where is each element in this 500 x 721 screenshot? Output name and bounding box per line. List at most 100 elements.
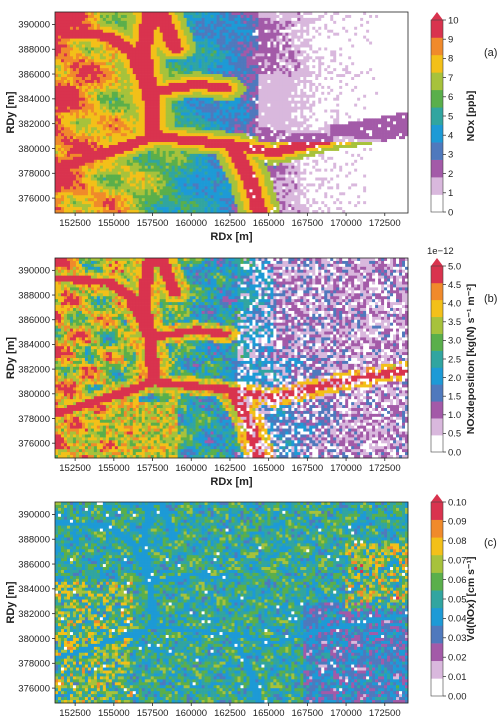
heatmap-cell — [258, 36, 261, 39]
heatmap-cell — [127, 45, 130, 48]
heatmap-cell — [276, 39, 279, 42]
heatmap-cell — [118, 45, 121, 48]
heatmap-cell — [154, 53, 157, 56]
heatmap-cell — [61, 47, 64, 50]
heatmap-cell — [109, 24, 112, 27]
heatmap-cell — [297, 21, 300, 24]
heatmap-cell — [390, 15, 393, 18]
heatmap-cell — [237, 53, 240, 56]
heatmap-cell — [390, 39, 393, 42]
heatmap-cell — [309, 53, 312, 56]
heatmap-cell — [55, 33, 58, 36]
heatmap-cell — [297, 45, 300, 48]
heatmap-cell — [121, 50, 124, 53]
heatmap-cell — [106, 47, 109, 50]
heatmap-cell — [184, 45, 187, 48]
heatmap-cell — [214, 33, 217, 36]
heatmap-cell — [339, 53, 342, 56]
heatmap-cell — [118, 15, 121, 18]
heatmap-cell — [381, 39, 384, 42]
heatmap-cell — [133, 39, 136, 42]
heatmap-cell — [226, 30, 229, 33]
heatmap-cell — [372, 33, 375, 36]
heatmap-cell — [157, 24, 160, 27]
heatmap-cell — [130, 27, 133, 30]
heatmap-cell — [384, 30, 387, 33]
heatmap-cell — [249, 15, 252, 18]
heatmap-cell — [270, 15, 273, 18]
heatmap-cell — [402, 21, 405, 24]
heatmap-cell — [121, 12, 124, 15]
heatmap-cell — [124, 45, 127, 48]
heatmap-cell — [91, 42, 94, 45]
heatmap-cell — [136, 53, 139, 56]
heatmap-cell — [175, 24, 178, 27]
heatmap-cell — [384, 21, 387, 24]
heatmap-cell — [249, 56, 252, 59]
heatmap-cell — [91, 50, 94, 53]
heatmap-cell — [76, 15, 79, 18]
heatmap-cell — [178, 47, 181, 50]
heatmap-cell — [145, 47, 148, 50]
heatmap-cell — [324, 53, 327, 56]
heatmap-cell — [252, 56, 255, 59]
heatmap-cell — [217, 42, 220, 45]
heatmap-cell — [103, 27, 106, 30]
heatmap-cell — [246, 45, 249, 48]
heatmap-cell — [315, 12, 318, 15]
heatmap-cell — [58, 21, 61, 24]
heatmap-cell — [321, 15, 324, 18]
heatmap-cell — [369, 30, 372, 33]
heatmap-cell — [384, 36, 387, 39]
heatmap-cell — [64, 15, 67, 18]
heatmap-cell — [240, 53, 243, 56]
heatmap-cell — [208, 15, 211, 18]
heatmap-cell — [145, 45, 148, 48]
heatmap-cell — [166, 24, 169, 27]
heatmap-cell — [226, 39, 229, 42]
heatmap-cell — [303, 53, 306, 56]
heatmap-cell — [109, 45, 112, 48]
heatmap-cell — [208, 42, 211, 45]
heatmap-cell — [106, 18, 109, 21]
heatmap-cell — [234, 27, 237, 30]
heatmap-cell — [121, 24, 124, 27]
heatmap-cell — [324, 12, 327, 15]
heatmap-cell — [264, 12, 267, 15]
heatmap-cell — [85, 47, 88, 50]
heatmap-cell — [124, 36, 127, 39]
heatmap-cell — [211, 30, 214, 33]
heatmap-cell — [246, 24, 249, 27]
heatmap-cell — [264, 39, 267, 42]
heatmap-cell — [163, 36, 166, 39]
heatmap-cell — [136, 39, 139, 42]
heatmap-cell — [202, 30, 205, 33]
heatmap-cell — [243, 33, 246, 36]
heatmap-cell — [70, 21, 73, 24]
heatmap-cell — [312, 27, 315, 30]
heatmap-cell — [127, 47, 130, 50]
heatmap-cell — [393, 36, 396, 39]
heatmap-cell — [348, 27, 351, 30]
heatmap-cell — [55, 18, 58, 21]
heatmap-cell — [148, 50, 151, 53]
heatmap-cell — [157, 30, 160, 33]
heatmap-cell — [133, 47, 136, 50]
heatmap-cell — [240, 24, 243, 27]
heatmap-cell — [115, 50, 118, 53]
heatmap-cell — [261, 18, 264, 21]
heatmap-cell — [315, 42, 318, 45]
heatmap-cell — [175, 36, 178, 39]
heatmap-cell — [300, 45, 303, 48]
heatmap-cell — [166, 30, 169, 33]
heatmap-cell — [255, 15, 258, 18]
heatmap-cell — [61, 21, 64, 24]
heatmap-cell — [375, 30, 378, 33]
heatmap-cell — [79, 56, 82, 59]
heatmap-cell — [142, 47, 145, 50]
heatmap-cell — [172, 36, 175, 39]
heatmap-cell — [339, 36, 342, 39]
heatmap-cell — [181, 42, 184, 45]
heatmap-cell — [291, 42, 294, 45]
heatmap-cell — [276, 50, 279, 53]
